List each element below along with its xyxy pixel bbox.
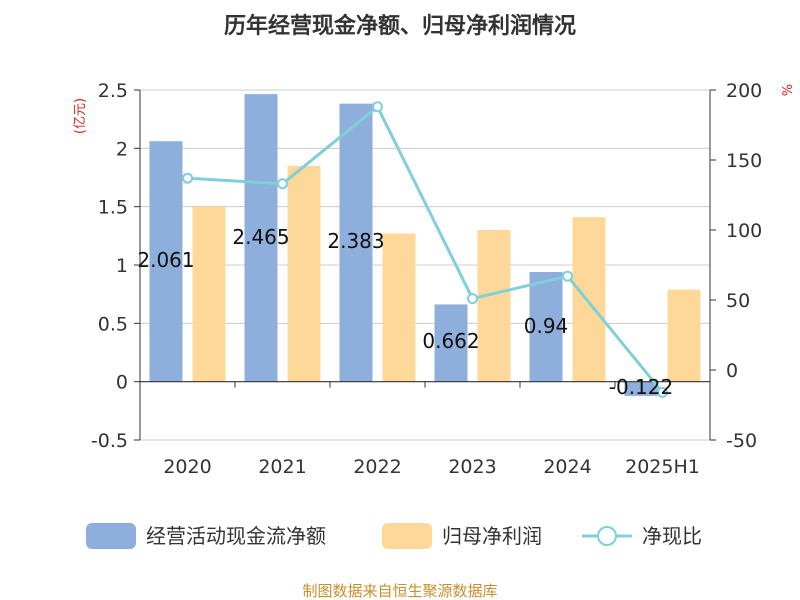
x-axis-category-label: 2020 <box>163 456 211 478</box>
bar-net-profit-2022 <box>382 233 416 382</box>
legend-item-cash-ratio: 净现比 <box>582 524 702 548</box>
left-axis-tick-label: 0 <box>116 372 128 394</box>
legend-item-cash-flow: 经营活动现金流净额 <box>86 523 326 549</box>
legend-marker-cash-ratio <box>597 526 617 546</box>
legend-label-cash-flow: 经营活动现金流净额 <box>146 524 326 548</box>
legend-label-net-profit: 归母净利润 <box>442 524 542 548</box>
right-axis-unit: % <box>778 84 793 96</box>
right-axis-tick-label: 200 <box>726 80 762 102</box>
data-labels: 2.061 2.465 2.383 0.662 0.94 -0.122 <box>137 225 673 399</box>
right-axis-tick-label: 100 <box>726 220 762 242</box>
bar-net-profit-2025H1 <box>667 289 701 382</box>
axes: 2.5 2 1.5 1 0.5 0 -0.5 200 150 100 50 0 -50 (亿元)% 2020… <box>73 80 793 478</box>
x-axis-category-label: 2021 <box>258 456 306 478</box>
point-cash-ratio-2022 <box>372 101 383 113</box>
bar-marks <box>149 94 701 396</box>
left-axis-tick-label: 0.5 <box>98 313 128 335</box>
legend-swatch-net-profit <box>382 523 432 549</box>
right-axis-tick-label: 0 <box>726 360 738 382</box>
point-cash-ratio-2020 <box>182 172 193 184</box>
data-label-cash-flow: 0.94 <box>524 314 569 338</box>
right-axis-tick-label: 150 <box>726 150 762 172</box>
legend-item-net-profit: 归母净利润 <box>382 523 542 549</box>
bar-cash-flow-2024 <box>529 272 563 382</box>
bar-net-profit-2020 <box>192 206 226 382</box>
bar-cash-flow-2025H1 <box>624 381 658 396</box>
x-axis-category-label: 2023 <box>448 456 496 478</box>
line-cash-ratio <box>187 104 664 394</box>
right-axis-tick-label: -50 <box>726 430 757 452</box>
point-cash-ratio-2024 <box>562 270 573 282</box>
data-label-cash-flow: 2.383 <box>327 229 384 253</box>
data-label-cash-flow: -0.122 <box>609 375 673 399</box>
right-axis-tick-label: 50 <box>726 290 750 312</box>
left-axis-tick-label: -0.5 <box>91 430 128 452</box>
data-label-cash-flow: 2.061 <box>137 248 194 272</box>
grid-lines <box>140 89 710 441</box>
x-axis-category-label: 2022 <box>353 456 401 478</box>
legend-swatch-cash-flow <box>86 523 136 549</box>
left-axis-tick-label: 1 <box>116 255 128 277</box>
chart-title: 历年经营现金净额、归母净利润情况 <box>224 13 576 39</box>
legend[interactable]: 经营活动现金流净额 归母净利润 净现比 <box>86 523 702 549</box>
line-series <box>182 101 668 398</box>
point-cash-ratio-2021 <box>277 178 288 190</box>
left-axis-unit: (亿元) <box>73 98 88 134</box>
x-axis-category-label: 2024 <box>543 456 591 478</box>
left-axis-tick-label: 2.5 <box>98 80 128 102</box>
bar-net-profit-2021 <box>287 165 321 382</box>
left-axis-tick-label: 1.5 <box>98 197 128 219</box>
bar-cash-flow-2023 <box>434 304 468 382</box>
point-cash-ratio-2023 <box>467 293 478 305</box>
bar-net-profit-2024 <box>572 217 606 382</box>
point-cash-ratio-2025H1 <box>657 386 668 398</box>
bar-cash-flow-2022 <box>339 103 373 382</box>
left-axis-tick-label: 2 <box>116 138 128 160</box>
bar-cash-flow-2020 <box>149 141 183 382</box>
data-label-cash-flow: 0.662 <box>422 329 479 353</box>
data-label-cash-flow: 2.465 <box>232 225 289 249</box>
legend-label-cash-ratio: 净现比 <box>642 524 702 548</box>
bar-cash-flow-2021 <box>244 94 278 382</box>
source-footer: 制图数据来自恒生聚源数据库 <box>302 582 497 600</box>
bar-net-profit-2023 <box>477 230 511 382</box>
x-axis-category-label: 2025H1 <box>625 456 700 478</box>
